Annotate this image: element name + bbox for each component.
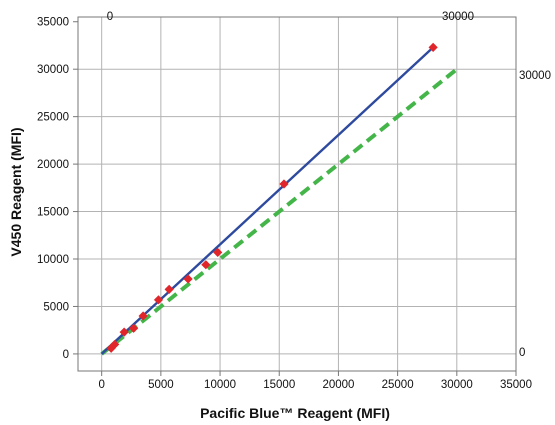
identity-line (100, 67, 459, 356)
annotation-right-upper: 30000 (519, 70, 551, 82)
data-point (153, 295, 164, 305)
fit-line (100, 46, 434, 355)
data-point (164, 284, 174, 294)
y-tick-label: 30000 (37, 64, 69, 76)
data-point (279, 179, 289, 189)
x-tick-label: 30000 (441, 379, 473, 391)
x-tick-label: 35000 (500, 379, 532, 391)
gridlines (78, 17, 516, 371)
x-tick-label: 20000 (322, 379, 354, 391)
data-point (106, 343, 116, 353)
y-tick-label: 10000 (37, 254, 69, 266)
data-point (201, 260, 211, 270)
y-tick-label: 25000 (37, 112, 69, 124)
data-point (129, 323, 139, 333)
x-tick-label: 25000 (382, 379, 414, 391)
data-point (428, 42, 438, 52)
data-point (138, 311, 148, 321)
annotation-top-right: 30000 (442, 11, 474, 23)
data-point (183, 274, 193, 284)
y-tick-label: 35000 (37, 17, 69, 29)
data-point (110, 339, 120, 350)
data-point (119, 327, 129, 337)
y-tick-label: 20000 (37, 159, 69, 171)
x-tick-label: 5000 (148, 379, 174, 391)
data-point (213, 247, 223, 257)
x-tick-label: 10000 (204, 379, 236, 391)
y-tick-label: 5000 (43, 301, 69, 313)
y-axis-title: V450 Reagent (MFI) (8, 127, 24, 256)
plot-area-frame (77, 16, 517, 372)
y-axis-ticks (73, 21, 78, 355)
x-axis-ticks (101, 371, 517, 376)
x-tick-label: 0 (98, 379, 104, 391)
y-axis-tick-labels: 0 5000 10000 15000 20000 25000 30000 35000 (37, 17, 69, 361)
y-tick-label: 15000 (37, 207, 69, 219)
y-tick-label: 0 (63, 349, 69, 361)
annotation-right-lower: 0 (519, 347, 525, 359)
x-tick-label: 15000 (263, 379, 295, 391)
x-axis-tick-labels: 0 5000 10000 15000 20000 25000 30000 35000 (98, 379, 532, 391)
x-axis-title: Pacific Blue™ Reagent (MFI) (200, 405, 390, 421)
annotation-top-left: 0 (107, 11, 113, 23)
markers-layer (106, 42, 438, 353)
